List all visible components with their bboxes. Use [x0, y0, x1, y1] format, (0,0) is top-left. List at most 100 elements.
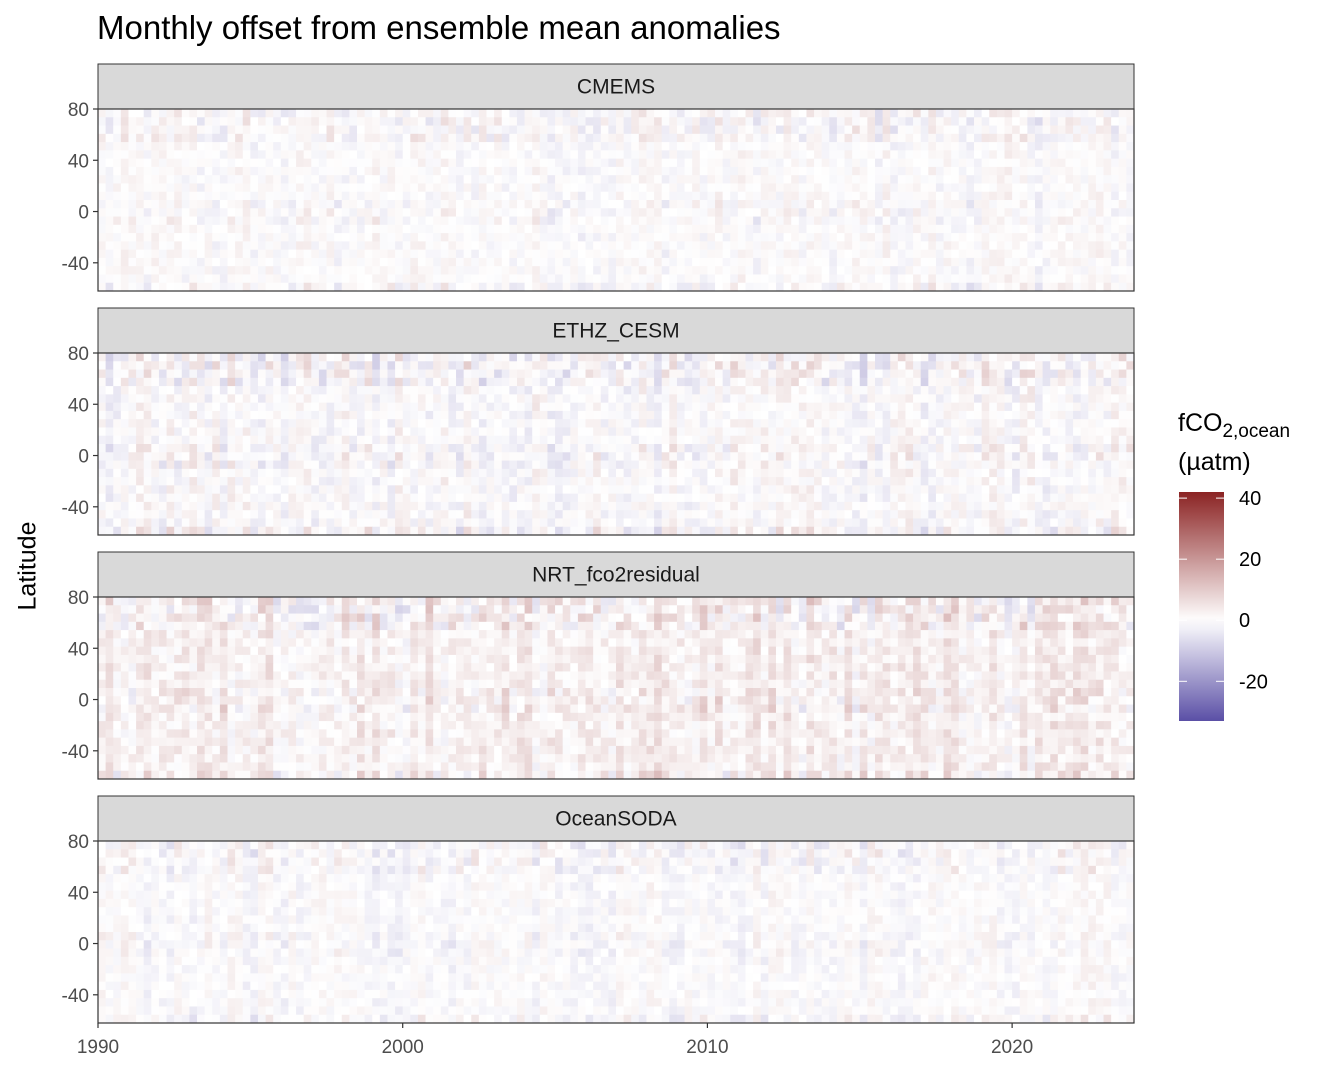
heatmap-cell [897, 150, 906, 160]
heatmap-cell [326, 117, 335, 127]
heatmap-cell [1065, 257, 1074, 267]
heatmap-cell [471, 427, 480, 437]
heatmap-cell [349, 142, 358, 151]
heatmap-cell [494, 361, 503, 371]
heatmap-cell [806, 200, 815, 209]
heatmap-cell [539, 133, 548, 143]
heatmap-cell [745, 224, 754, 234]
heatmap-cell [951, 208, 960, 218]
heatmap-cell [897, 233, 906, 242]
heatmap-cell [608, 200, 617, 209]
heatmap-cell [357, 427, 366, 437]
heatmap-cell [326, 175, 335, 184]
heatmap-cell [1004, 166, 1013, 176]
heatmap-cell [334, 353, 343, 362]
heatmap-cell [1057, 435, 1066, 445]
heatmap-cell [867, 402, 876, 412]
heatmap-cell [532, 468, 541, 478]
heatmap-cell [555, 452, 564, 462]
heatmap-cell [296, 402, 305, 412]
heatmap-cell [829, 208, 838, 218]
heatmap-cell [417, 452, 427, 462]
heatmap-cell [616, 402, 625, 412]
heatmap-cell [821, 166, 830, 176]
heatmap-cell [935, 216, 945, 226]
heatmap-cell [463, 377, 472, 387]
heatmap-cell [463, 150, 472, 160]
heatmap-cell [1126, 369, 1135, 379]
heatmap-cell [684, 166, 693, 176]
heatmap-cell [219, 109, 228, 118]
heatmap-cell [661, 241, 670, 251]
heatmap-cell [905, 410, 914, 420]
heatmap-cell [509, 377, 518, 387]
heatmap-cell [235, 394, 244, 404]
heatmap-cell [715, 266, 724, 275]
heatmap-cell [1080, 158, 1089, 168]
heatmap-cell [798, 402, 807, 412]
heatmap-cell [1088, 249, 1097, 259]
heatmap-cell [638, 117, 647, 127]
heatmap-cell [974, 175, 983, 184]
heatmap-cell [920, 353, 929, 362]
heatmap-cell [158, 427, 168, 437]
heatmap-cell [707, 361, 716, 371]
heatmap-cell [1034, 444, 1044, 453]
heatmap-cell [829, 117, 838, 127]
heatmap-cell [905, 150, 914, 160]
heatmap-cell [616, 166, 625, 176]
heatmap-cell [981, 452, 990, 462]
heatmap-cell [364, 216, 373, 226]
heatmap-cell [631, 369, 640, 379]
heatmap-cell [730, 427, 739, 437]
heatmap-cell [219, 249, 228, 259]
heatmap-cell [402, 224, 411, 234]
heatmap-cell [722, 410, 731, 420]
heatmap-cell [631, 410, 640, 420]
heatmap-cell [890, 257, 899, 267]
heatmap-cell [753, 158, 762, 168]
heatmap-cell [288, 410, 297, 420]
heatmap-cell [745, 249, 754, 259]
heatmap-cell [897, 175, 906, 184]
heatmap-cell [570, 274, 579, 284]
heatmap-cell [791, 125, 800, 135]
heatmap-cell [410, 200, 419, 209]
heatmap-cell [242, 427, 251, 437]
heatmap-cell [974, 444, 983, 453]
heatmap-cell [1027, 435, 1036, 445]
heatmap-cell [425, 150, 434, 160]
heatmap-cell [463, 386, 472, 395]
heatmap-cell [791, 394, 800, 404]
heatmap-cell [859, 444, 868, 453]
heatmap-cell [1027, 208, 1036, 218]
heatmap-cell [905, 133, 914, 143]
heatmap-cell [311, 133, 320, 143]
heatmap-cell [478, 460, 487, 470]
heatmap-cell [585, 133, 594, 143]
heatmap-cell [920, 410, 929, 420]
heatmap-cell [676, 427, 686, 437]
heatmap-cell [364, 257, 373, 267]
heatmap-cell [737, 233, 746, 242]
heatmap-cell [661, 460, 670, 470]
heatmap-cell [623, 282, 632, 292]
heatmap-cell [1111, 183, 1120, 193]
heatmap-cell [402, 274, 411, 284]
heatmap-cell [341, 460, 350, 470]
heatmap-cell [113, 150, 122, 160]
heatmap-cell [1019, 377, 1028, 387]
heatmap-cell [379, 266, 388, 275]
heatmap-cell [136, 266, 145, 275]
heatmap-cell [235, 257, 244, 267]
y-tick-label: 0 [78, 203, 89, 224]
heatmap-cell [737, 282, 746, 292]
heatmap-cell [1012, 150, 1021, 160]
heatmap-cell [1012, 282, 1021, 292]
heatmap-cell [829, 266, 838, 275]
heatmap-cell [219, 460, 228, 470]
heatmap-cell [829, 282, 838, 292]
heatmap-cell [273, 427, 282, 437]
heatmap-cell [1019, 125, 1028, 135]
